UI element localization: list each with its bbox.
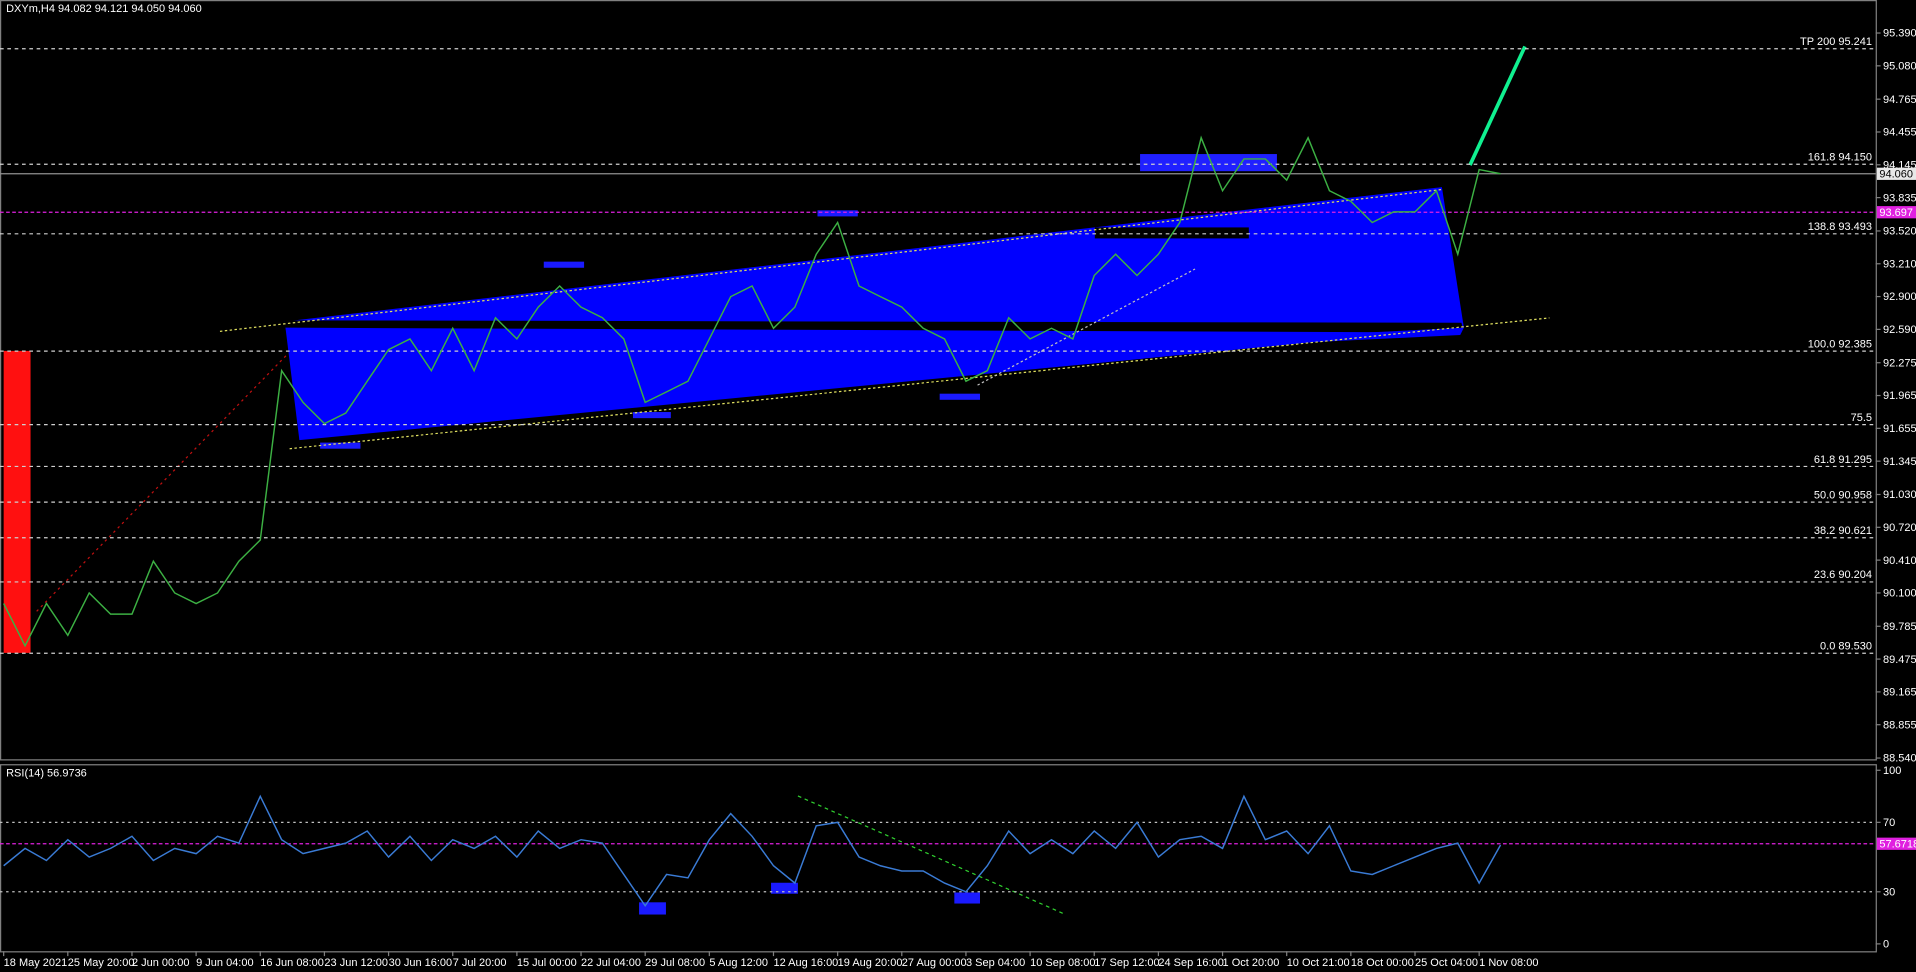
y-tick-label: 88.540 [1883,753,1916,765]
x-tick-label: 15 Jul 00:00 [517,957,577,969]
swing-mark [543,261,585,268]
y-tick-label: 91.030 [1883,489,1916,501]
x-tick-label: 12 Aug 16:00 [773,957,838,969]
x-tick-label: 25 May 20:00 [68,957,135,969]
y-tick-label: 94.455 [1883,127,1916,139]
x-tick-label: 27 Aug 00:00 [902,957,967,969]
x-tick-label: 22 Jul 04:00 [581,957,641,969]
x-tick-label: 25 Oct 04:00 [1415,957,1478,969]
target-arrow [1468,45,1527,166]
x-tick-label: 1 Nov 08:00 [1479,957,1538,969]
y-tick-label: 0 [1883,939,1889,951]
blue-box [1140,154,1277,172]
level-label: 38.2 90.621 [1814,525,1872,537]
current-price-box [1876,167,1916,180]
x-tick-label: 10 Sep 08:00 [1030,957,1095,969]
red-trend [36,354,288,612]
drawings [3,45,1550,916]
x-tick-label: 19 Aug 20:00 [838,957,903,969]
y-tick-label: 93.835 [1883,192,1916,204]
y-tick-label: 94.765 [1883,94,1916,106]
level-label: TP 200 95.241 [1800,36,1872,48]
y-tick-label: 90.720 [1883,522,1916,534]
y-tick-label: 89.785 [1883,621,1916,633]
y-tick-label: 92.275 [1883,357,1916,369]
rsi-frame [0,764,1877,953]
swing-mark [320,442,361,449]
channel-fill [284,187,1464,441]
y-tick-label: 91.965 [1883,390,1916,402]
rsi-trend [797,795,1066,916]
panel-frames [0,0,1877,953]
y-tick-label: 92.590 [1883,324,1916,336]
level-label: 61.8 91.295 [1814,454,1872,466]
y-tick-label: 95.080 [1883,60,1916,72]
x-tick-label: 2 Jun 00:00 [132,957,189,969]
y-tick-label: 93.210 [1883,258,1916,270]
series-line [3,794,1502,908]
y-tick-label: 91.345 [1883,456,1916,468]
rsi-mark [639,902,666,915]
current-price-label: 94.060 [1879,168,1913,180]
y-tick-label: 90.100 [1883,588,1916,600]
main-frame [0,0,1877,761]
x-tick-label: 17 Sep 12:00 [1094,957,1159,969]
x-tick-label: 18 May 2021 [4,957,68,969]
y-tick-label: 30 [1883,886,1895,898]
x-tick-label: 30 Jun 16:00 [389,957,453,969]
x-tick-label: 24 Sep 16:00 [1158,957,1223,969]
swing-mark [939,393,980,400]
y-tick-label: 95.390 [1883,28,1916,40]
level-label: 75.5 [1851,412,1872,424]
y-tick-label: 93.520 [1883,226,1916,238]
dark-box [1094,227,1249,239]
y-tick-label: 91.655 [1883,423,1916,435]
marker-box [1876,837,1916,850]
y-tick-label: 90.410 [1883,555,1916,567]
x-tick-label: 29 Jul 08:00 [645,957,705,969]
minor-trend [977,268,1196,386]
x-tick-label: 7 Jul 20:00 [453,957,507,969]
y-tick-label: 89.475 [1883,654,1916,666]
x-tick-label: 18 Oct 00:00 [1351,957,1414,969]
lower-trend [289,317,1550,450]
level-label: 50.0 90.958 [1814,489,1872,501]
marker-box [1876,206,1916,219]
rsi-mark [771,882,798,894]
y-tick-label: 92.900 [1883,291,1916,303]
main-title: DXYm,H4 94.082 94.121 94.050 94.060 [6,3,202,15]
y-tick-label: 88.855 [1883,719,1916,731]
swing-mark [817,210,858,217]
level-label: 23.6 90.204 [1814,569,1872,581]
x-tick-label: 1 Oct 20:00 [1223,957,1280,969]
marker-label: 93.697 [1879,207,1913,219]
x-tick-label: 5 Aug 12:00 [709,957,768,969]
level-label: 0.0 89.530 [1820,641,1872,653]
level-label: 138.8 93.493 [1808,221,1872,233]
y-tick-label: 70 [1883,817,1895,829]
rsi-mark [954,892,980,904]
channel-band-2 [684,327,1464,373]
rsi-title: RSI(14) 56.9736 [6,767,87,779]
level-label: 100.0 92.385 [1808,338,1872,350]
y-tick-label: 89.165 [1883,687,1916,699]
series-line [3,135,1501,648]
marker-label: 57.6718 [1879,838,1916,850]
y-tick-label: 100 [1883,765,1901,777]
x-tick-label: 10 Oct 21:00 [1287,957,1350,969]
x-tick-label: 16 Jun 08:00 [260,957,324,969]
swing-mark [632,412,671,419]
level-label: 161.8 94.150 [1808,152,1872,164]
x-tick-label: 23 Jun 12:00 [324,957,388,969]
channel-band [284,320,1464,333]
x-tick-label: 9 Jun 04:00 [196,957,253,969]
x-tick-label: 3 Sep 04:00 [966,957,1025,969]
